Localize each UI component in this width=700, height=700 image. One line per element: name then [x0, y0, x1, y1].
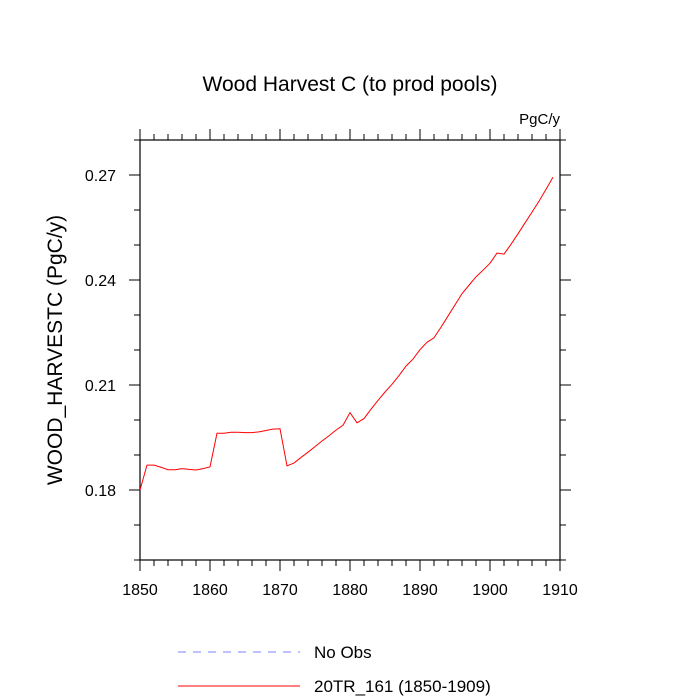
series-line-1: [139, 176, 554, 491]
axis-ticks: [129, 129, 571, 571]
legend-label-no-obs: No Obs: [314, 643, 372, 662]
y-tick-label: 0.24: [85, 273, 116, 290]
x-tick-label: 1910: [542, 582, 578, 599]
x-tick-label: 1880: [332, 582, 368, 599]
y-axis-label: WOOD_HARVESTC (PgC/y): [44, 215, 67, 485]
legend: No Obs 20TR_161 (1850-1909): [178, 643, 491, 696]
y-tick-label: 0.18: [85, 483, 116, 500]
axis-tick-labels: 1850 1860 1870 1880 1890 1900 1910 0.18 0.21 0.24…: [85, 168, 578, 599]
series-layer: [139, 176, 554, 491]
units-label: PgC/y: [519, 111, 560, 128]
legend-label-20tr-161: 20TR_161 (1850-1909): [314, 677, 491, 696]
chart-title: Wood Harvest C (to prod pools): [203, 73, 498, 96]
x-tick-label: 1890: [402, 582, 438, 599]
x-tick-label: 1870: [262, 582, 298, 599]
x-tick-label: 1850: [122, 582, 158, 599]
y-tick-label: 0.21: [85, 378, 116, 395]
x-tick-label: 1900: [472, 582, 508, 599]
y-tick-label: 0.27: [85, 168, 116, 185]
x-tick-label: 1860: [192, 582, 228, 599]
plot-frame: [139, 139, 561, 561]
